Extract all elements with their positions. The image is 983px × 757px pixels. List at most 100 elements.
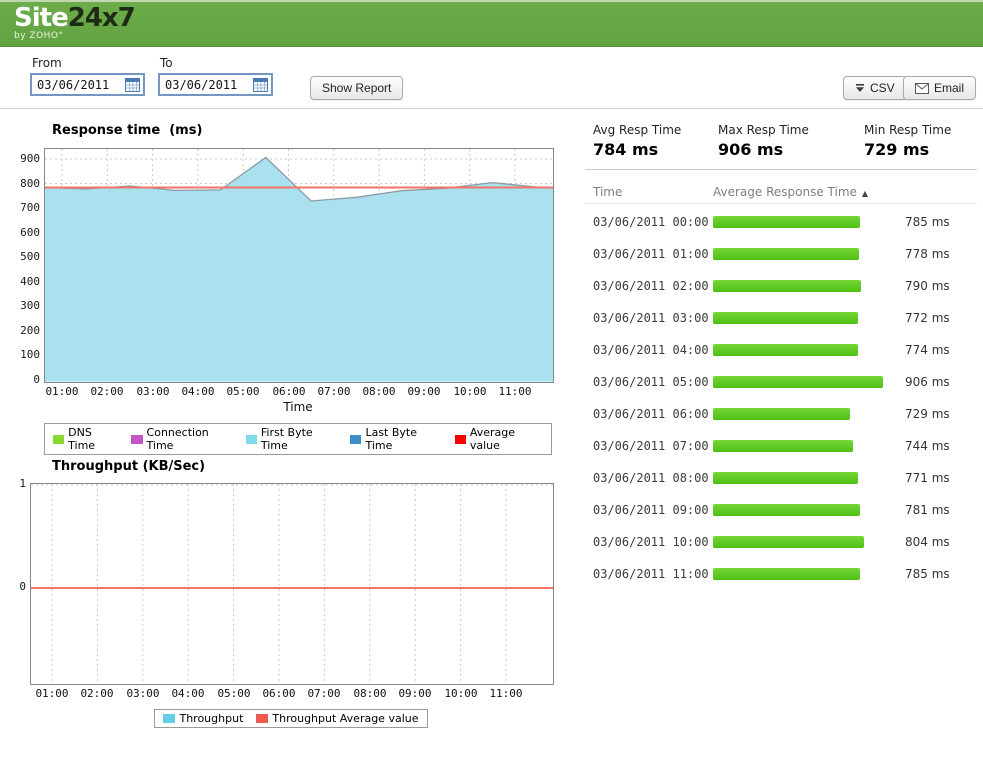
response-time-bar [713,440,853,452]
table-row: 03/06/2011 02:00 790 ms [585,270,979,302]
row-bar-cell [713,280,905,292]
legend-swatch [454,434,466,444]
legend-swatch [256,714,269,723]
stats-divider [585,169,977,170]
avg-resp-time-value: 784 ms [593,140,659,159]
legend-item: Last Byte Time [350,426,441,452]
response-time-bar [713,344,858,356]
response-time-table: 03/06/2011 00:00 785 ms 03/06/2011 01:00 77… [585,206,979,590]
table-row: 03/06/2011 01:00 778 ms [585,238,979,270]
x-tick-label: 11:00 [498,385,532,398]
legend-label: Throughput [179,712,244,725]
x-tick-label: 11:00 [489,687,523,700]
legend-item: First Byte Time [245,426,338,452]
from-label: From [32,56,62,70]
table-row: 03/06/2011 03:00 772 ms [585,302,979,334]
row-bar-cell [713,408,905,420]
x-tick-label: 07:00 [307,687,341,700]
row-value: 781 ms [905,503,950,517]
max-resp-time-label: Max Resp Time [718,123,809,137]
row-bar-cell [713,536,905,548]
legend-item: Connection Time [131,426,232,452]
throughput-chart-title: Throughput (KB/Sec) [52,459,206,474]
row-time: 03/06/2011 04:00 [593,343,709,357]
response-time-chart [44,148,554,383]
row-time: 03/06/2011 03:00 [593,311,709,325]
legend-label: DNS Time [68,426,96,452]
show-report-button[interactable]: Show Report [310,76,404,100]
y-tick-label: 800 [20,177,40,190]
row-value: 771 ms [905,471,950,485]
email-button[interactable]: Email [903,76,977,100]
report-toolbar: From To 03/06/2011 03/06/2011 Show Repor… [0,47,983,109]
row-bar-cell [713,216,905,228]
legend-label: Connection Time [146,426,209,452]
csv-export-button[interactable]: CSV [843,76,907,100]
y-tick-label: 500 [20,250,40,263]
x-tick-label: 08:00 [362,385,396,398]
table-row: 03/06/2011 05:00 906 ms [585,366,979,398]
show-report-label: Show Report [322,81,392,95]
table-row: 03/06/2011 08:00 771 ms [585,462,979,494]
table-row: 03/06/2011 07:00 744 ms [585,430,979,462]
legend-swatch [245,434,257,444]
min-resp-time-value: 729 ms [864,140,930,159]
y-tick-label: 0 [33,373,40,386]
email-envelope-icon [915,82,929,94]
x-tick-label: 03:00 [126,687,160,700]
row-value: 729 ms [905,407,950,421]
csv-export-icon [855,83,865,93]
response-time-legend: DNS Time Connection Time First Byte Time La… [44,423,552,455]
y-tick-label: 600 [20,226,40,239]
response-time-bar [713,408,850,420]
table-row: 03/06/2011 00:00 785 ms [585,206,979,238]
x-tick-label: 04:00 [181,385,215,398]
min-resp-time-label: Min Resp Time [864,123,952,137]
row-bar-cell [713,568,905,580]
response-time-bar [713,536,864,548]
from-date-field[interactable]: 03/06/2011 [30,73,145,96]
response-time-bar [713,504,860,516]
y-tick-label: 1 [19,477,26,490]
to-date-field[interactable]: 03/06/2011 [158,73,273,96]
row-value: 804 ms [905,535,950,549]
row-time: 03/06/2011 05:00 [593,375,709,389]
x-tick-label: 02:00 [80,687,114,700]
row-bar-cell [713,248,905,260]
app-header: Site24x7 by ZOHO° [0,0,983,47]
avg-response-column-header[interactable]: Average Response Time ▲ [713,185,869,199]
table-row: 03/06/2011 10:00 804 ms [585,526,979,558]
row-time: 03/06/2011 00:00 [593,215,709,229]
csv-label: CSV [870,81,895,95]
row-bar-cell [713,376,905,388]
x-axis-label: Time [283,400,313,414]
legend-swatch [163,714,176,723]
legend-label: Throughput Average value [272,712,419,725]
email-label: Email [934,81,965,95]
sort-ascending-icon: ▲ [861,189,869,198]
calendar-icon[interactable] [125,77,140,92]
row-value: 744 ms [905,439,950,453]
legend-swatch [350,434,362,444]
row-time: 03/06/2011 01:00 [593,247,709,261]
legend-item: Throughput Average value [256,712,419,725]
throughput-chart [30,483,554,685]
row-value: 790 ms [905,279,950,293]
response-time-bar [713,472,858,484]
response-time-chart-title: Response time (ms) [52,123,203,138]
legend-label: First Byte Time [260,426,313,452]
table-row: 03/06/2011 06:00 729 ms [585,398,979,430]
logo-24x7-text: 24x7 [67,3,136,33]
row-time: 03/06/2011 08:00 [593,471,709,485]
row-value: 785 ms [905,567,950,581]
row-time: 03/06/2011 10:00 [593,535,709,549]
response-time-bar [713,376,883,388]
calendar-icon[interactable] [253,77,268,92]
max-resp-time-stat: Max Resp Time 906 ms [718,123,809,159]
row-time: 03/06/2011 09:00 [593,503,709,517]
x-tick-label: 09:00 [398,687,432,700]
legend-label: Last Byte Time [365,426,417,452]
x-tick-label: 01:00 [45,385,79,398]
row-value: 906 ms [905,375,950,389]
